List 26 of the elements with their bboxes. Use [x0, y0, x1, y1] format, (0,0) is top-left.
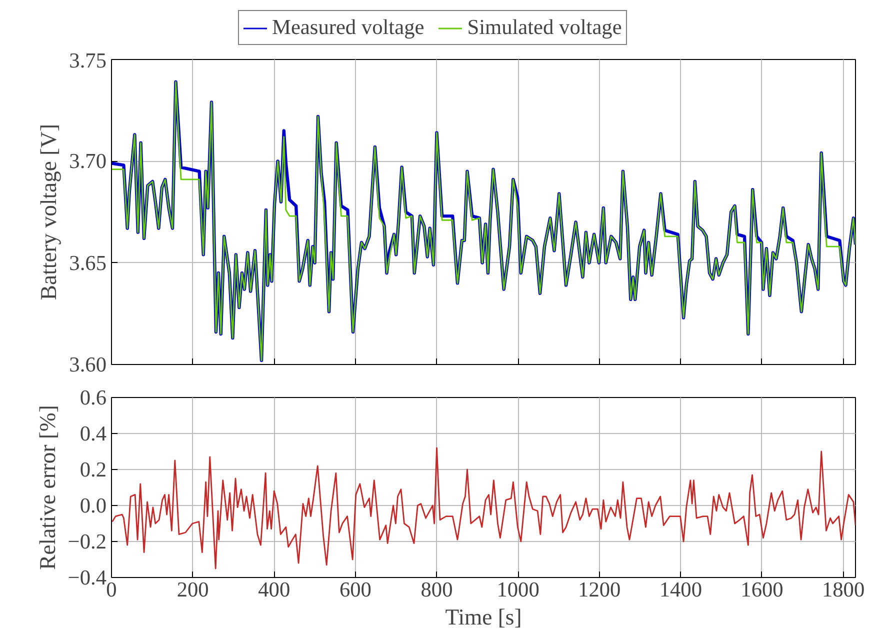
y-tick-label: −0.4 — [68, 566, 107, 590]
x-tick-label: 1400 — [659, 578, 702, 602]
legend-label: Simulated voltage — [467, 15, 622, 40]
x-axis-title: Time [s] — [445, 604, 522, 630]
line-series — [112, 447, 856, 570]
y-tick-label: 0.6 — [80, 386, 107, 410]
legend-label: Measured voltage — [272, 15, 424, 40]
x-tick-label: 600 — [339, 578, 372, 602]
x-tick-label: 1600 — [740, 578, 784, 602]
y-tick-label: 3.70 — [69, 149, 107, 174]
y-tick-label: 0.0 — [80, 494, 107, 518]
x-tick-label: 1800 — [822, 578, 865, 602]
x-tick-label: 0 — [106, 578, 117, 602]
x-tick-label: 800 — [420, 578, 453, 602]
x-tick-label: 1000 — [496, 578, 540, 602]
x-tick-label: 400 — [258, 578, 290, 602]
y-axis-title: Relative error [%] — [34, 405, 60, 570]
y-tick-label: 0.2 — [80, 458, 107, 482]
x-tick-label: 200 — [176, 578, 209, 602]
y-tick-label: 3.60 — [69, 352, 107, 376]
y-tick-label: 3.75 — [69, 48, 107, 72]
y-tick-label: 3.65 — [69, 250, 107, 275]
y-tick-label: −0.2 — [68, 530, 107, 554]
y-axis-title: Battery voltage [V] — [36, 124, 62, 300]
y-tick-label: 0.4 — [80, 422, 107, 446]
x-tick-label: 1200 — [578, 578, 621, 602]
